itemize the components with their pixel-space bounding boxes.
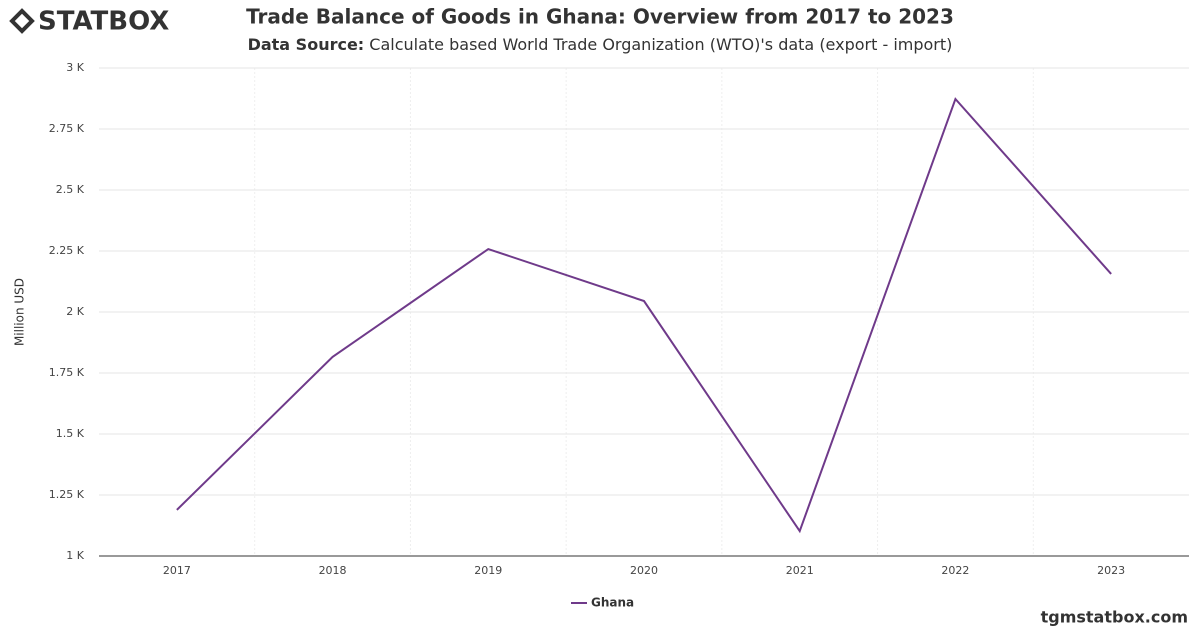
y-tick-label: 1.75 K [49,366,85,379]
y-tick-label: 1.5 K [56,427,85,440]
x-tick-label: 2017 [163,564,191,577]
y-tick-label: 1 K [66,549,84,562]
chart-subtitle: Data Source: Calculate based World Trade… [248,35,953,54]
y-tick-label: 2.75 K [49,122,85,135]
x-tick-label: 2020 [630,564,658,577]
legend-label: Ghana [591,596,634,610]
y-tick-label: 1.25 K [49,488,85,501]
footer: tgmstatbox.com [1041,608,1188,627]
line-series [176,97,1112,534]
y-axis-label: Million USD [13,278,27,346]
chart-title: Trade Balance of Goods in Ghana: Overvie… [246,5,954,29]
y-tick-label: 2 K [66,305,84,318]
subtitle-label: Data Source: [248,35,365,54]
x-tick-label: 2019 [474,564,502,577]
subtitle-text: Calculate based World Trade Organization… [369,35,952,54]
x-tick-label: 2022 [941,564,969,577]
brand: STATBOX [38,7,169,37]
y-tick-label: 2.25 K [49,244,85,257]
x-tick-label: 2021 [786,564,814,577]
x-tick-label: 2018 [319,564,347,577]
logo: STATBOX [9,7,169,37]
y-tick-label: 2.5 K [56,183,85,196]
logo-icon [9,8,35,34]
y-tick-label: 3 K [66,61,84,74]
x-tick-label: 2023 [1097,564,1125,577]
